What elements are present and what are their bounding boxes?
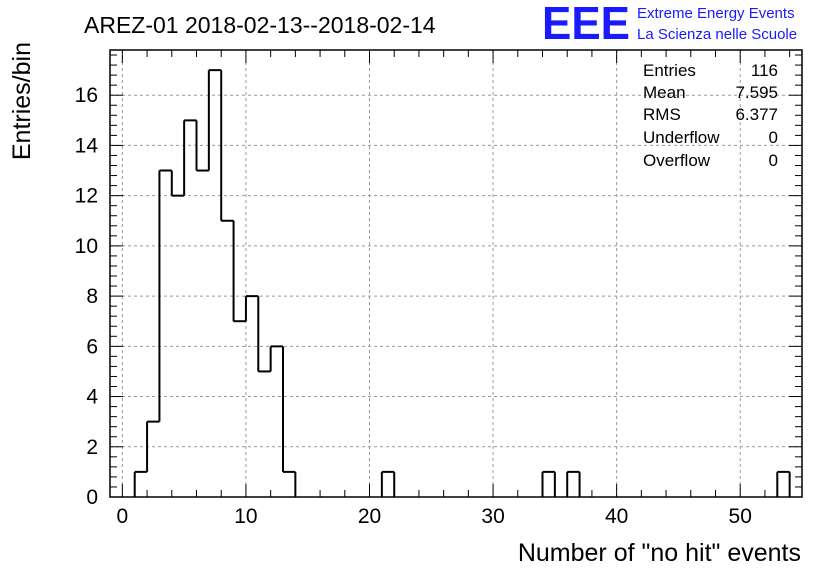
stat-label-mean: Mean [643,83,686,102]
x-tick-label: 50 [729,505,752,528]
axis-ticks [110,50,802,498]
stat-label-overflow: Overflow [643,151,711,170]
logo-line-1: Extreme Energy Events [637,5,795,22]
x-tick-label: 10 [234,505,257,528]
histogram-bin [244,295,260,372]
grid-lines [110,50,802,497]
histogram-bin [207,69,223,221]
x-tick-label: 0 [117,505,129,528]
histogram-bin [566,470,581,497]
histogram-bin [283,470,297,497]
y-tick-label: 14 [75,134,99,157]
y-tick-label: 10 [75,235,98,258]
stat-value-rms: 6.377 [735,105,778,124]
histogram-bin [183,119,198,196]
eee-logo: EEE Extreme Energy Events La Scienza nel… [542,0,797,49]
logo-line-2: La Scienza nelle Scuole [637,26,797,43]
histogram-bars [133,69,791,497]
histogram-bin [158,169,173,422]
stat-label-entries: Entries [643,61,696,80]
histogram-bin [269,345,284,472]
histogram-bin [146,420,160,472]
stat-value-underflow: 0 [769,128,778,147]
x-axis-label: Number of "no hit" events [518,539,801,567]
histogram-bin [380,470,396,497]
histogram-bin [776,470,791,497]
chart-title: AREZ-01 2018-02-13--2018-02-14 [84,12,436,38]
stat-value-overflow: 0 [769,151,778,170]
histogram-bin [221,219,235,322]
y-tick-label: 6 [86,335,98,358]
histogram-bin [133,470,148,497]
histogram-bin [541,470,556,497]
x-tick-label: 30 [481,505,504,528]
stat-label-underflow: Underflow [643,128,720,147]
stats-box: Entries 116 Mean 7.595 RMS 6.377 Underfl… [643,61,778,170]
y-tick-label: 12 [75,185,98,208]
x-tick-label: 20 [358,505,381,528]
y-tick-label: 4 [86,386,98,409]
logo-mark: EEE [542,0,630,49]
tick-labels: 0 10 20 30 40 50 0 2 4 6 8 10 12 14 16 [75,84,752,528]
stat-label-rms: RMS [643,105,681,124]
stat-value-entries: 116 [751,61,778,80]
y-tick-label: 8 [86,285,98,308]
x-tick-label: 40 [605,505,628,528]
y-tick-label: 2 [86,436,98,459]
stat-value-mean: 7.595 [735,83,778,102]
plot-frame [109,49,803,498]
y-axis-label: Entries/bin [8,42,36,160]
y-tick-label: 16 [75,84,98,107]
y-tick-label: 0 [86,486,98,509]
